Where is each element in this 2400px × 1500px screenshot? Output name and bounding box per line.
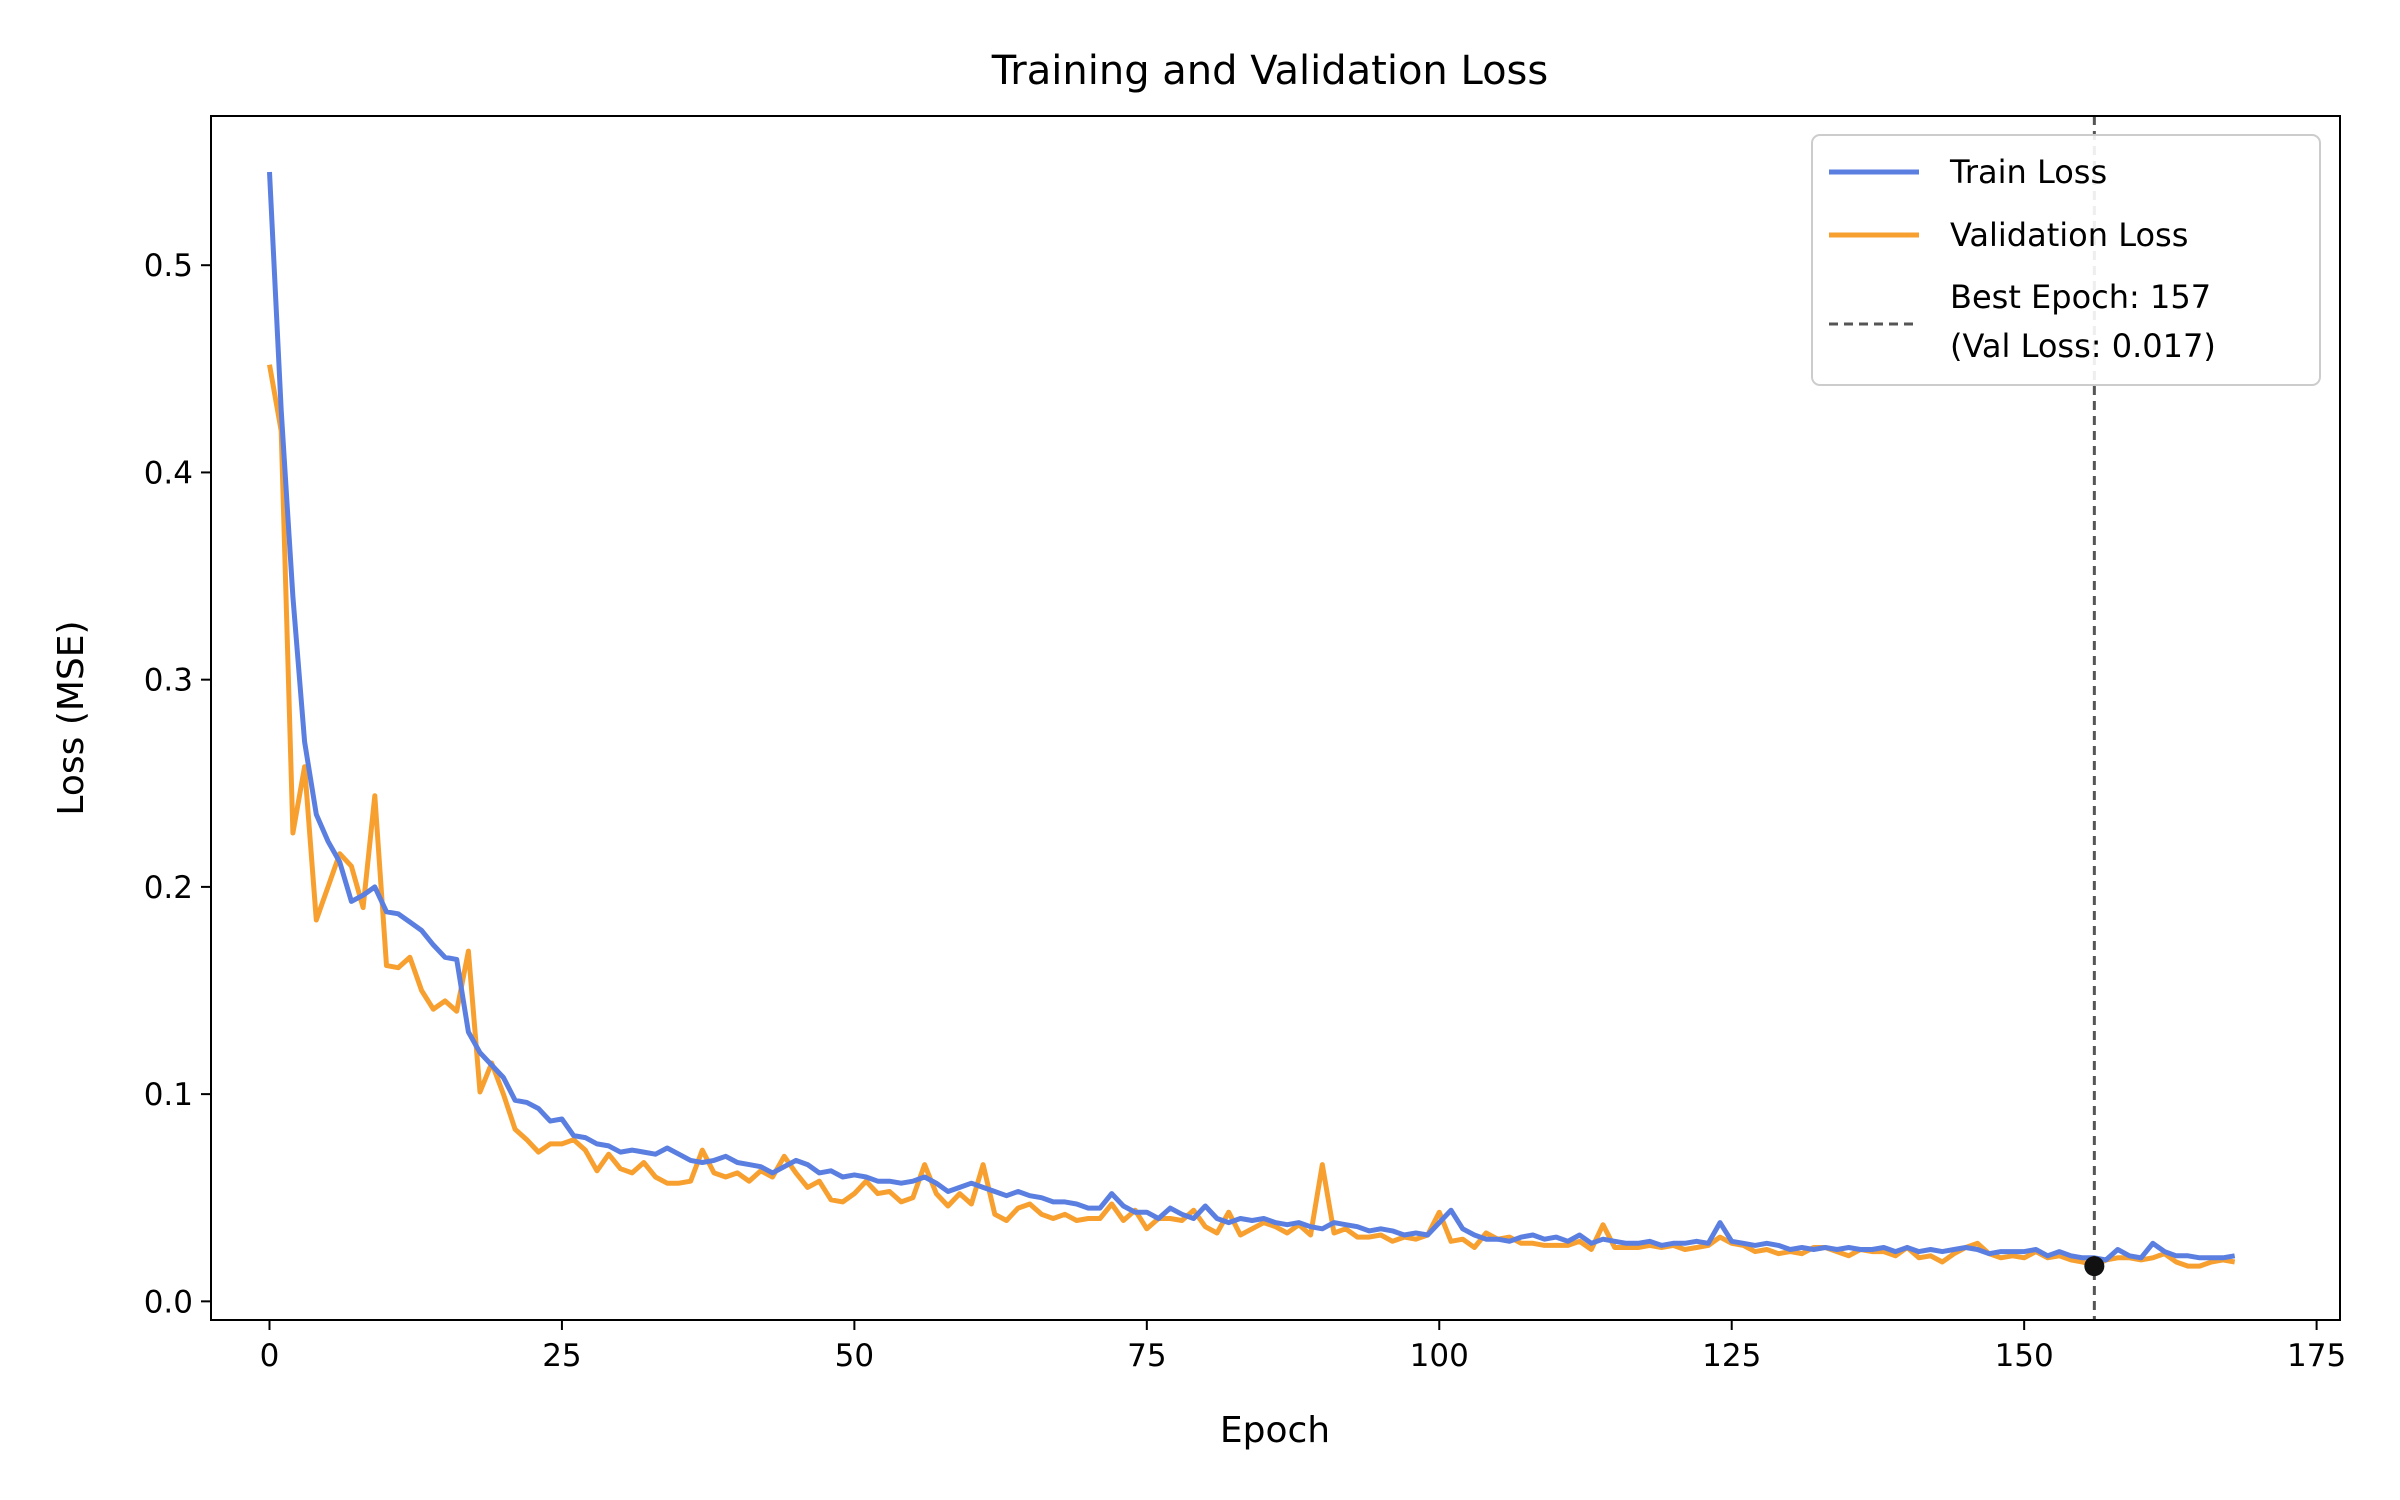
x-tick-label: 50 <box>835 1338 874 1374</box>
legend-train-label: Train Loss <box>1949 153 2107 191</box>
x-tick-label: 100 <box>1410 1338 1469 1374</box>
best-epoch-marker <box>2084 1256 2105 1277</box>
y-tick-label: 0.4 <box>144 455 193 491</box>
x-tick-label: 25 <box>542 1338 581 1374</box>
y-tick-label: 0.0 <box>144 1284 193 1320</box>
x-tick-label: 125 <box>1702 1338 1761 1374</box>
legend-best-label: Best Epoch: 157 <box>1950 278 2211 316</box>
x-tick-label: 175 <box>2287 1338 2346 1374</box>
plot-frame <box>210 115 2341 1321</box>
y-axis-label: Loss (MSE) <box>51 620 92 815</box>
train-loss-line <box>267 171 2236 1263</box>
y-axis-ticks: 0.0 0.1 0.2 0.3 0.4 0.5 <box>144 248 211 1320</box>
legend: Train Loss Validation Loss Best Epoch: 1… <box>1811 134 2321 386</box>
train-loss-series <box>267 171 2236 1263</box>
legend-best-sublabel: (Val Loss: 0.017) <box>1950 327 2216 365</box>
legend-box <box>1811 134 2321 386</box>
y-tick-label: 0.2 <box>144 870 193 906</box>
legend-val-label: Validation Loss <box>1950 216 2188 254</box>
y-tick-label: 0.5 <box>144 248 193 284</box>
y-tick-label: 0.3 <box>144 663 193 699</box>
x-tick-label: 150 <box>1995 1338 2054 1374</box>
x-tick-label: 75 <box>1127 1338 1166 1374</box>
chart-title: Training and Validation Loss <box>991 48 1548 94</box>
x-axis-ticks: 0 25 50 75 100 125 150 175 <box>260 1320 2346 1374</box>
y-tick-label: 0.1 <box>144 1077 193 1113</box>
x-axis-label: Epoch <box>1220 1410 1330 1451</box>
x-tick-label: 0 <box>260 1338 280 1374</box>
